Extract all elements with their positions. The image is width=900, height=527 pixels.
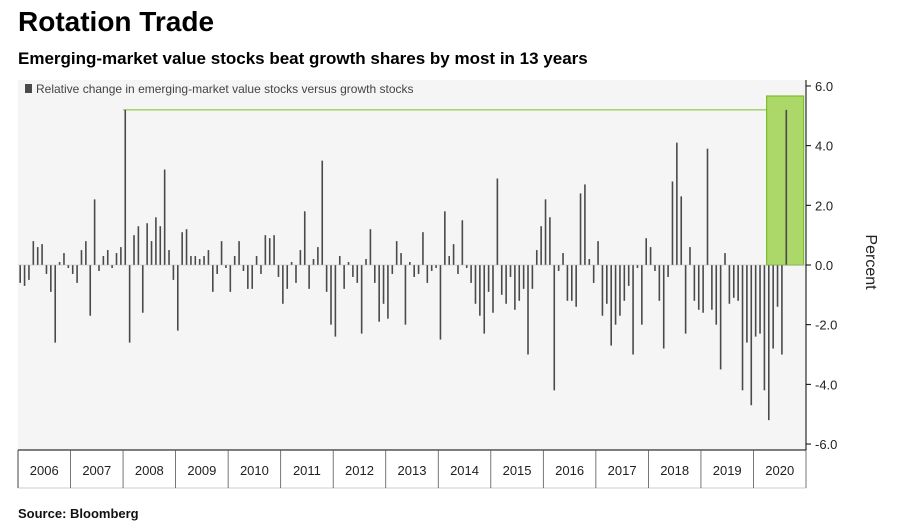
x-tick-label: 2008 [135, 463, 164, 478]
x-tick-label: 2012 [345, 463, 374, 478]
source-note: Source: Bloomberg [18, 506, 139, 521]
x-tick-label: 2011 [293, 463, 321, 478]
y-tick-label: -4.0 [815, 377, 837, 392]
x-tick-label: 2009 [187, 463, 216, 478]
x-tick-label: 2020 [765, 463, 794, 478]
y-tick-label: 4.0 [815, 139, 833, 154]
y-axis-label: Percent [862, 234, 879, 290]
x-tick-label: 2017 [608, 463, 637, 478]
y-tick-label: -2.0 [815, 318, 837, 333]
legend-swatch [25, 84, 32, 93]
x-tick-label: 2019 [713, 463, 742, 478]
chart-subtitle: Emerging-market value stocks beat growth… [18, 49, 588, 68]
y-tick-label: 6.0 [815, 79, 833, 94]
y-tick-label: 2.0 [815, 198, 833, 213]
x-tick-label: 2018 [660, 463, 689, 478]
y-tick-label: -6.0 [815, 437, 837, 452]
x-tick-label: 2010 [240, 463, 269, 478]
x-tick-label: 2006 [30, 463, 59, 478]
x-tick-label: 2013 [398, 463, 427, 478]
x-tick-label: 2016 [555, 463, 584, 478]
legend-label: Relative change in emerging-market value… [36, 82, 414, 96]
x-tick-label: 2014 [450, 463, 479, 478]
x-tick-label: 2007 [82, 463, 111, 478]
y-tick-label: 0.0 [815, 258, 833, 273]
chart-title: Rotation Trade [18, 6, 215, 37]
highlight-box [765, 95, 805, 266]
x-tick-label: 2015 [503, 463, 532, 478]
